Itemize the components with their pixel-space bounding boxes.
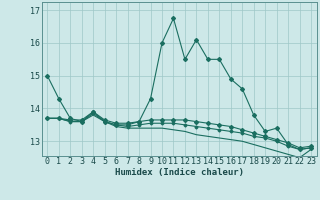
X-axis label: Humidex (Indice chaleur): Humidex (Indice chaleur) (115, 168, 244, 177)
